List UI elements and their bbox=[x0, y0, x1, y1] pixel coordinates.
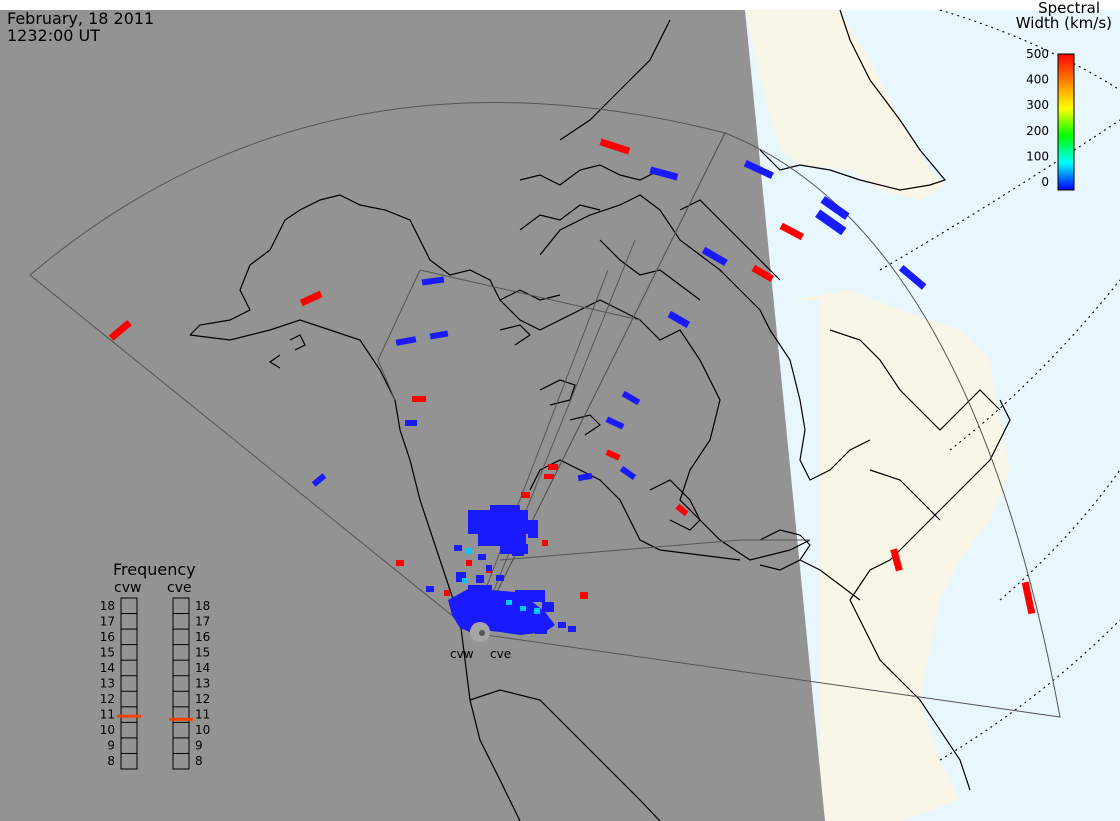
frequency-level-label-cve: 15 bbox=[195, 645, 210, 659]
legend-tick-label: 100 bbox=[1026, 149, 1049, 163]
frequency-level-label-cve: 8 bbox=[195, 754, 203, 768]
frequency-level-label-cve: 10 bbox=[195, 723, 210, 737]
day-land-greenland bbox=[745, 10, 945, 200]
frequency-column-cvw bbox=[120, 597, 138, 770]
frequency-col-cvw-label: cvw bbox=[114, 580, 141, 596]
frequency-level-label-cve: 16 bbox=[195, 630, 210, 644]
radar-sites: cvw cve bbox=[450, 622, 511, 661]
scatter-low-width bbox=[311, 159, 927, 635]
frequency-col-cve-label: cve bbox=[167, 580, 192, 596]
date-label: February, 18 2011 bbox=[7, 9, 154, 28]
day-land-mass bbox=[790, 290, 1010, 821]
frequency-marker-cve bbox=[169, 717, 193, 721]
frequency-level-label-cvw: 16 bbox=[100, 630, 115, 644]
frequency-title: Frequency bbox=[113, 560, 196, 579]
frequency-level-label-cvw: 10 bbox=[100, 723, 115, 737]
frequency-level-label-cve: 18 bbox=[195, 599, 210, 613]
frequency-level-label-cvw: 18 bbox=[100, 599, 115, 613]
scatter-high-width bbox=[108, 138, 1036, 632]
frequency-level-label-cve: 17 bbox=[195, 614, 210, 628]
frequency-column-cve bbox=[172, 597, 190, 770]
legend-tick-label: 500 bbox=[1026, 47, 1049, 61]
spectral-width-legend: Spectral Width (km/s) 500 400 300 200 100 0 bbox=[1016, 0, 1112, 191]
frequency-level-label-cvw: 13 bbox=[100, 677, 115, 691]
time-label: 1232:00 UT bbox=[7, 26, 100, 45]
coastlines bbox=[189, 9, 1011, 821]
frequency-level-label-cve: 9 bbox=[195, 739, 203, 753]
legend-title-line2: Width (km/s) bbox=[1016, 14, 1112, 32]
frequency-level-label-cvw: 15 bbox=[100, 645, 115, 659]
radar-site-dot bbox=[479, 630, 485, 636]
frequency-level-label-cve: 12 bbox=[195, 692, 210, 706]
frequency-level-label-cvw: 11 bbox=[100, 708, 115, 722]
frequency-level-label-cvw: 14 bbox=[100, 661, 115, 675]
legend-colorbar bbox=[1057, 53, 1075, 191]
legend-tick-label: 200 bbox=[1026, 124, 1049, 138]
night-region bbox=[0, 10, 825, 821]
frequency-level-label-cvw: 17 bbox=[100, 614, 115, 628]
header: February, 18 2011 1232:00 UT bbox=[7, 9, 154, 45]
frequency-level-label-cve: 11 bbox=[195, 708, 210, 722]
frequency-marker-cvw bbox=[117, 714, 141, 718]
frequency-level-label-cvw: 9 bbox=[107, 739, 115, 753]
frequency-level-label-cvw: 12 bbox=[100, 692, 115, 706]
radar-fov-outlines bbox=[29, 102, 1061, 718]
latitude-circles bbox=[879, 9, 1120, 761]
legend-tick-label: 300 bbox=[1026, 98, 1049, 112]
legend-tick-label: 400 bbox=[1026, 73, 1049, 87]
legend-tick-label: 0 bbox=[1041, 175, 1049, 189]
radar-label-cve: cve bbox=[490, 647, 511, 661]
legend-ticks: 500 400 300 200 100 0 bbox=[1026, 47, 1049, 189]
scatter-mid-width bbox=[462, 548, 540, 614]
radar-label-cvw: cvw bbox=[450, 647, 474, 661]
frequency-level-label-cve: 13 bbox=[195, 677, 210, 691]
legend-title-line1: Spectral bbox=[1038, 0, 1100, 17]
frequency-level-label-cve: 14 bbox=[195, 661, 210, 675]
frequency-level-label-cvw: 8 bbox=[107, 754, 115, 768]
